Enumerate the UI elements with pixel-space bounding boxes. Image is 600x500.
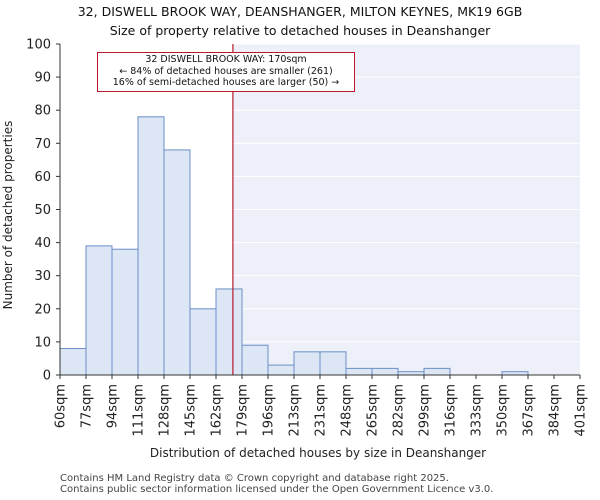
x-tick-label: 128sqm [158,384,173,437]
chart-title-block: 32, DISWELL BROOK WAY, DEANSHANGER, MILT… [0,2,600,40]
x-tick-label: 77sqm [80,384,95,428]
annotation-line-property: 32 DISWELL BROOK WAY: 170sqm [145,54,307,65]
y-tick-label: 40 [34,236,51,251]
x-tick-label: 384sqm [548,384,563,437]
y-tick-label: 30 [34,269,51,284]
x-tick-label: 282sqm [392,384,407,437]
y-tick-label: 50 [34,203,51,218]
property-annotation-box: 32 DISWELL BROOK WAY: 170sqm ← 84% of de… [97,52,355,92]
x-tick-label: 265sqm [366,384,381,437]
x-tick-label: 401sqm [574,384,589,437]
histogram-bar [189,308,217,376]
y-tick-label: 100 [26,38,51,53]
y-tick-label: 90 [34,71,51,86]
histogram-bar [293,351,321,376]
x-tick-label: 213sqm [288,384,303,437]
x-tick-label: 60sqm [54,384,69,428]
y-tick-label: 20 [34,302,51,317]
histogram-bar [423,367,451,376]
footer-line-2: Contains public sector information licen… [60,484,494,495]
histogram-bar [241,344,269,376]
y-axis-label: Number of detached properties [1,121,15,310]
histogram-bar [85,245,113,376]
x-tick-label: 367sqm [522,384,537,437]
x-tick-label: 145sqm [184,384,199,437]
x-tick-label: 231sqm [314,384,329,437]
y-tick-label: 80 [34,104,51,119]
annotation-line-smaller: ← 84% of detached houses are smaller (26… [119,65,333,77]
y-tick-label: 60 [34,170,51,185]
histogram-bar [215,288,243,376]
x-tick-label: 162sqm [210,384,225,437]
chart-subtitle: Size of property relative to detached ho… [109,23,491,38]
histogram-bar [137,116,165,376]
annotation-line-larger: 16% of semi-detached houses are larger (… [112,77,340,88]
histogram-bar [59,348,87,376]
x-tick-label: 350sqm [496,384,511,437]
x-tick-label: 196sqm [262,384,277,437]
histogram-bar [345,367,373,376]
y-tick-label: 10 [34,335,51,350]
histogram-bar [267,364,295,376]
y-tick-label: 70 [34,137,51,152]
x-tick-label: 94sqm [106,384,121,428]
histogram-bar [111,248,139,376]
histogram-bar [371,367,399,376]
y-tick-label: 0 [43,369,51,384]
x-tick-label: 111sqm [132,384,147,437]
x-tick-label: 333sqm [470,384,485,437]
x-tick-label: 299sqm [418,384,433,437]
footer-line-1: Contains HM Land Registry data © Crown c… [60,473,449,484]
chart-title: 32, DISWELL BROOK WAY, DEANSHANGER, MILT… [77,4,523,19]
x-tick-label: 248sqm [340,384,355,437]
histogram-bar [319,351,347,376]
x-axis-label: Distribution of detached houses by size … [150,446,486,460]
histogram-bar [163,149,191,376]
x-tick-label: 316sqm [444,384,459,437]
x-tick-label: 179sqm [236,384,251,437]
footer-attribution: Contains HM Land Registry data © Crown c… [60,473,493,495]
